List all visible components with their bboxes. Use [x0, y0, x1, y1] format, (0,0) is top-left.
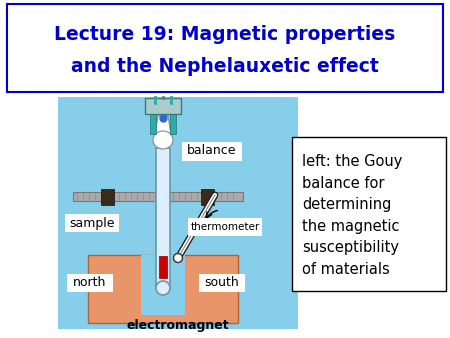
Text: the magnetic: the magnetic [302, 218, 400, 234]
Text: susceptibility: susceptibility [302, 240, 399, 255]
FancyBboxPatch shape [7, 4, 443, 92]
Text: balance: balance [187, 145, 237, 158]
Text: electromagnet: electromagnet [127, 318, 230, 332]
Bar [101, 189, 114, 205]
FancyBboxPatch shape [292, 137, 446, 291]
Bar [150, 104, 156, 134]
Bar [73, 192, 243, 201]
Bar [141, 255, 185, 315]
FancyBboxPatch shape [65, 214, 119, 232]
Bar [170, 104, 176, 134]
Ellipse shape [174, 254, 183, 263]
Text: sample: sample [69, 217, 115, 230]
Polygon shape [155, 116, 171, 134]
FancyBboxPatch shape [182, 142, 242, 161]
Ellipse shape [153, 131, 173, 149]
Text: Lecture 19: Magnetic properties: Lecture 19: Magnetic properties [54, 24, 396, 44]
Bar [145, 98, 181, 114]
FancyBboxPatch shape [67, 274, 113, 292]
FancyBboxPatch shape [199, 274, 245, 292]
Text: balance for: balance for [302, 175, 384, 191]
Text: north: north [73, 276, 107, 290]
Text: determining: determining [302, 197, 392, 212]
Text: thermometer: thermometer [190, 222, 260, 232]
Text: and the Nephelauxetic effect: and the Nephelauxetic effect [71, 56, 379, 75]
Text: of materials: of materials [302, 262, 390, 276]
Bar [58, 97, 298, 329]
Text: left: the Gouy: left: the Gouy [302, 154, 402, 169]
Bar [159, 256, 167, 278]
Text: south: south [205, 276, 239, 290]
Ellipse shape [156, 281, 170, 295]
Bar [201, 189, 214, 205]
Bar [88, 255, 238, 323]
Bar [156, 148, 170, 288]
FancyBboxPatch shape [188, 218, 262, 236]
